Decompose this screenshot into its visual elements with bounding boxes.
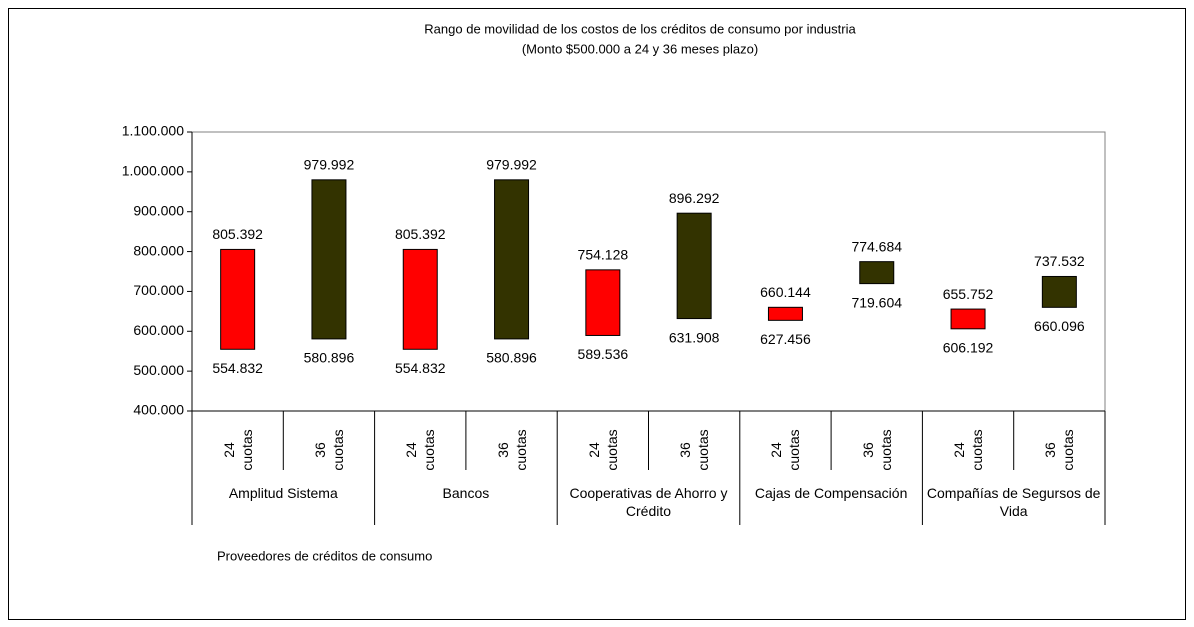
sub-category-label: 24 cuotas bbox=[951, 429, 986, 471]
sub-category-label: 24 cuotas bbox=[585, 429, 620, 471]
low-label: 660.096 bbox=[1034, 318, 1085, 334]
chart-border bbox=[8, 8, 1186, 620]
low-label: 580.896 bbox=[486, 350, 537, 366]
sub-category-label: 24 cuotas bbox=[403, 429, 438, 471]
sub-category-label: 24 cuotas bbox=[220, 429, 255, 471]
y-tick-label: 1.000.000 bbox=[122, 163, 184, 179]
low-label: 589.536 bbox=[578, 346, 629, 362]
category-label: Cajas de Compensación bbox=[754, 485, 908, 501]
sub-category-label: 36 cuotas bbox=[1042, 429, 1077, 471]
high-label: 805.392 bbox=[395, 226, 446, 242]
high-label: 774.684 bbox=[851, 238, 902, 254]
range-bar bbox=[950, 308, 986, 330]
y-tick-label: 600.000 bbox=[133, 322, 184, 338]
y-tick-label: 800.000 bbox=[133, 242, 184, 258]
range-bar bbox=[1041, 275, 1077, 308]
low-label: 631.908 bbox=[669, 329, 720, 345]
high-label: 655.752 bbox=[943, 286, 994, 302]
range-bar bbox=[676, 212, 712, 320]
high-label: 737.532 bbox=[1034, 253, 1085, 269]
range-bar bbox=[220, 248, 256, 350]
sub-category-label: 36 cuotas bbox=[311, 429, 346, 471]
high-label: 660.144 bbox=[760, 284, 811, 300]
low-label: 606.192 bbox=[943, 340, 994, 356]
low-label: 554.832 bbox=[395, 360, 446, 376]
range-bar bbox=[494, 179, 530, 340]
range-bar bbox=[859, 261, 895, 285]
y-tick-label: 700.000 bbox=[133, 282, 184, 298]
category-label: Bancos bbox=[442, 485, 490, 501]
y-tick-label: 400.000 bbox=[133, 402, 184, 418]
sub-category-label: 24 cuotas bbox=[768, 429, 803, 471]
low-label: 719.604 bbox=[851, 294, 902, 310]
category-label: Compañías de Segursos de Vida bbox=[926, 485, 1101, 519]
x-axis-title: Proveedores de créditos de consumo bbox=[217, 548, 432, 563]
sub-category-label: 36 cuotas bbox=[859, 429, 894, 471]
high-label: 979.992 bbox=[486, 157, 537, 173]
sub-category-label: 36 cuotas bbox=[494, 429, 529, 471]
category-label: Cooperativas de Ahorro y Crédito bbox=[569, 485, 728, 519]
high-label: 896.292 bbox=[669, 190, 720, 206]
y-tick-label: 500.000 bbox=[133, 362, 184, 378]
range-bar bbox=[311, 179, 347, 340]
y-tick-label: 1.100.000 bbox=[122, 123, 184, 139]
high-label: 805.392 bbox=[212, 226, 263, 242]
low-label: 554.832 bbox=[212, 360, 263, 376]
high-label: 979.992 bbox=[304, 157, 355, 173]
y-tick-label: 900.000 bbox=[133, 202, 184, 218]
range-bar bbox=[402, 248, 438, 350]
chart-subtitle: (Monto $500.000 a 24 y 36 meses plazo) bbox=[522, 41, 758, 56]
high-label: 754.128 bbox=[578, 247, 629, 263]
low-label: 580.896 bbox=[304, 350, 355, 366]
low-label: 627.456 bbox=[760, 331, 811, 347]
range-bar bbox=[767, 306, 803, 321]
sub-category-label: 36 cuotas bbox=[677, 429, 712, 471]
chart-title: Rango de movilidad de los costos de los … bbox=[424, 21, 856, 36]
category-label: Amplitud Sistema bbox=[228, 485, 338, 501]
range-bar bbox=[585, 269, 621, 336]
